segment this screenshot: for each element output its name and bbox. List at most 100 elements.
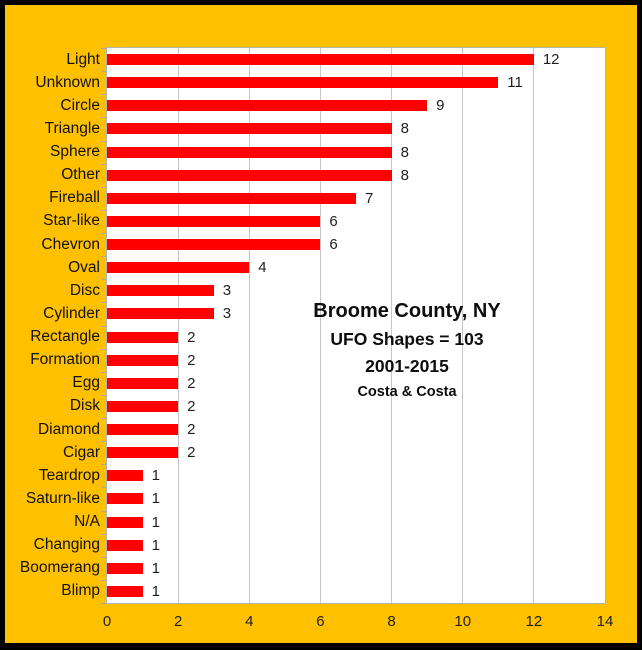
category-label: Diamond (37, 420, 100, 438)
bar (107, 516, 143, 528)
category-axis-tick (101, 302, 106, 304)
bar-value-label: 2 (187, 328, 196, 346)
bar-value-label: 3 (222, 282, 232, 300)
gridline (177, 48, 179, 603)
category-axis-tick (101, 48, 106, 49)
bar-value-label: 6 (329, 236, 338, 254)
annotation-subtitle: UFO Shapes = 103 (330, 329, 484, 349)
category-axis-tick (101, 464, 106, 466)
bar-value-label: 8 (400, 166, 409, 184)
bar-value-label: 2 (187, 444, 196, 462)
gridline (462, 48, 464, 603)
category-label: Oval (68, 258, 100, 276)
x-axis-tick-label: 8 (387, 613, 396, 630)
category-label: Saturn-like (25, 489, 100, 507)
category-axis-tick (101, 348, 106, 350)
x-axis-tick-label: 2 (173, 613, 183, 630)
bar-value-label: 1 (151, 582, 160, 600)
category-axis-tick (101, 556, 106, 558)
bar (107, 470, 143, 482)
category-label: Disk (69, 397, 100, 415)
bar (107, 239, 321, 251)
category-label: Fireball (49, 189, 100, 207)
x-axis-tick-label: 0 (102, 613, 112, 630)
x-axis-tick-label: 10 (454, 613, 472, 630)
category-label: Chevron (41, 235, 100, 253)
x-axis-tick-label: 6 (316, 613, 325, 630)
bar (107, 377, 179, 389)
bar (107, 146, 392, 158)
bar-value-label: 8 (400, 143, 409, 161)
chart-annotation: Broome County, NY UFO Shapes = 103 2001-… (257, 297, 557, 405)
category-axis-tick (101, 441, 106, 443)
category-axis-tick (101, 140, 106, 142)
category-label: Star-like (43, 212, 100, 230)
category-label: N/A (74, 513, 100, 531)
bar (107, 354, 179, 366)
category-axis-tick (101, 186, 106, 188)
category-axis-tick (101, 256, 106, 258)
category-label: Cigar (62, 443, 100, 461)
category-label: Disc (69, 281, 100, 299)
bar-value-label: 11 (507, 74, 523, 92)
category-label: Formation (30, 351, 100, 369)
bar-value-label: 1 (151, 490, 160, 508)
category-axis-tick (101, 510, 106, 512)
category-label: Triangle (44, 119, 100, 137)
chart-canvas: 12 11 9 8 8 8 7 6 6 4 3 3 2 2 2 2 2 2 1 1 1 1 1 1 Light Unknown C… (5, 5, 637, 643)
bar (107, 308, 214, 320)
category-label: Rectangle (30, 328, 100, 346)
category-axis-tick (101, 487, 106, 489)
bar-value-label: 4 (258, 259, 267, 277)
category-label: Unknown (35, 73, 100, 91)
x-axis-tick-label: 4 (245, 613, 254, 630)
bar (107, 54, 534, 66)
category-axis-tick (101, 94, 106, 96)
bar (107, 215, 321, 227)
bar-value-label: 3 (222, 305, 232, 323)
category-label: Cylinder (43, 304, 100, 322)
bar-value-label: 2 (187, 421, 196, 439)
bar-value-label: 2 (187, 374, 196, 392)
bar (107, 562, 143, 574)
gridline (391, 48, 393, 603)
bar-value-label: 2 (187, 397, 196, 415)
bar (107, 192, 356, 204)
category-label: Teardrop (38, 466, 100, 484)
category-axis-tick (101, 371, 106, 373)
annotation-period: 2001-2015 (365, 356, 449, 376)
category-label: Blimp (61, 582, 100, 600)
category-label: Changing (33, 536, 100, 554)
annotation-title: Broome County, NY (313, 300, 501, 322)
category-axis-tick (101, 279, 106, 281)
bar-value-label: 9 (436, 97, 445, 115)
bar (107, 262, 250, 274)
bar-value-label: 12 (542, 51, 560, 69)
bar (107, 447, 179, 459)
category-axis-tick (101, 579, 106, 581)
bar (107, 123, 392, 135)
category-label: Circle (60, 96, 100, 114)
bar (107, 100, 428, 112)
bar (107, 424, 179, 436)
category-label: Egg (72, 374, 100, 392)
gridline (533, 48, 535, 603)
annotation-credit: Costa & Costa (357, 384, 457, 400)
gridline (248, 48, 250, 603)
category-axis-tick (101, 209, 106, 211)
bar-value-label: 1 (151, 559, 160, 577)
category-label: Boomerang (19, 559, 100, 577)
bar-value-label: 1 (151, 467, 160, 485)
bar-value-label: 6 (329, 212, 338, 230)
bar-value-label: 1 (151, 536, 160, 554)
category-axis-tick (101, 418, 106, 419)
bar (107, 169, 392, 181)
category-axis-tick (101, 163, 106, 165)
category-label: Light (66, 50, 100, 68)
category-label: Other (61, 166, 100, 184)
category-axis-tick (101, 603, 106, 604)
bar (107, 331, 179, 343)
category-axis-tick (101, 117, 106, 119)
category-axis-tick (101, 533, 106, 535)
